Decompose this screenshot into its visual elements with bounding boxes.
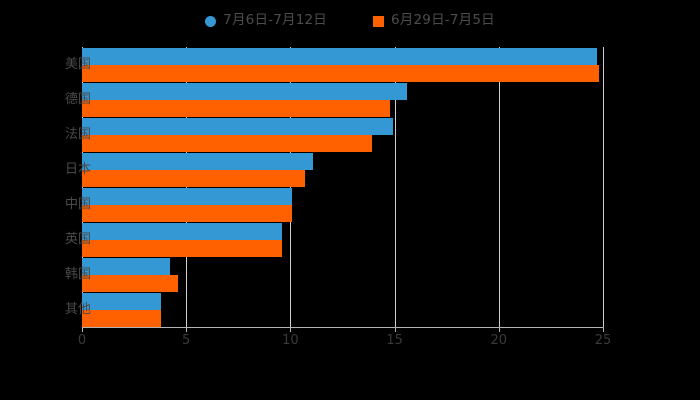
bar[interactable] [82,292,162,310]
gridline-25 [603,47,604,327]
bar[interactable] [82,309,162,327]
y-axis-label-text: 法国 [64,126,91,142]
bar-group [82,152,603,187]
y-axis-label: 中国 [21,198,91,211]
gridline-15 [394,47,396,327]
y-axis-label: 韩国 [21,268,91,281]
bar[interactable] [82,64,599,82]
x-tick-label-25: 25 [594,333,612,348]
legend-item-series-1[interactable]: 6月29日-7月5日 [373,14,495,28]
bar[interactable] [82,187,293,205]
bar[interactable] [82,117,393,135]
y-axis-label: 法国 [21,128,91,141]
y-axis-label-text: 其他 [64,301,91,317]
legend-label-series-0: 7月6日-7月12日 [223,12,327,29]
gridline-10 [290,47,292,327]
bar[interactable] [82,257,170,275]
x-tick-mark-10 [290,327,292,332]
chart-legend: 7月6日-7月12日 6月29日-7月5日 [0,8,700,34]
y-axis-label-text: 日本 [64,161,91,177]
x-tick-label-10: 10 [282,333,299,348]
bar-group [82,292,603,327]
gridline-0 [82,47,83,327]
x-tick-mark-20 [498,327,500,332]
gridline-5 [186,47,188,327]
bar[interactable] [82,152,314,170]
y-axis-label-text: 德国 [64,91,91,107]
y-axis-label-text: 韩国 [64,266,91,282]
bar[interactable] [82,239,283,257]
bar-group [82,47,603,82]
x-tick-label-0: 0 [77,333,87,348]
bar[interactable] [82,47,597,65]
bar-group [82,117,603,152]
x-tick-label-20: 20 [490,333,508,348]
x-tick-mark-5 [186,327,188,332]
legend-marker-circle-icon [205,15,217,27]
plot-area [82,47,604,327]
y-axis-label: 其他 [21,303,91,316]
bar[interactable] [82,274,178,292]
x-tick-mark-25 [603,327,604,332]
y-axis-label: 日本 [21,163,91,176]
bar[interactable] [82,82,408,100]
bar[interactable] [82,222,283,240]
x-tick-mark-0 [82,327,83,332]
y-axis-label-text: 中国 [64,196,91,212]
x-tick-mark-15 [394,327,396,332]
y-axis-label-text: 美国 [64,56,91,72]
bar[interactable] [82,169,305,187]
gridline-20 [498,47,500,327]
x-tick-label-5: 5 [182,333,191,348]
x-tick-label-15: 15 [386,333,403,348]
bar-group [82,222,603,257]
legend-marker-square-icon [373,15,384,27]
y-axis-label: 德国 [21,93,91,106]
y-axis-label: 英国 [21,233,91,246]
bar[interactable] [82,204,293,222]
bar-group [82,187,603,222]
x-axis-line [82,327,604,328]
y-axis-label-text: 英国 [64,231,91,247]
bar-group [82,82,603,117]
bar-group [82,257,603,292]
bar[interactable] [82,99,391,117]
legend-item-series-0[interactable]: 7月6日-7月12日 [205,14,327,28]
bar[interactable] [82,134,372,152]
legend-label-series-1: 6月29日-7月5日 [391,12,495,29]
y-axis-label: 美国 [21,58,91,71]
